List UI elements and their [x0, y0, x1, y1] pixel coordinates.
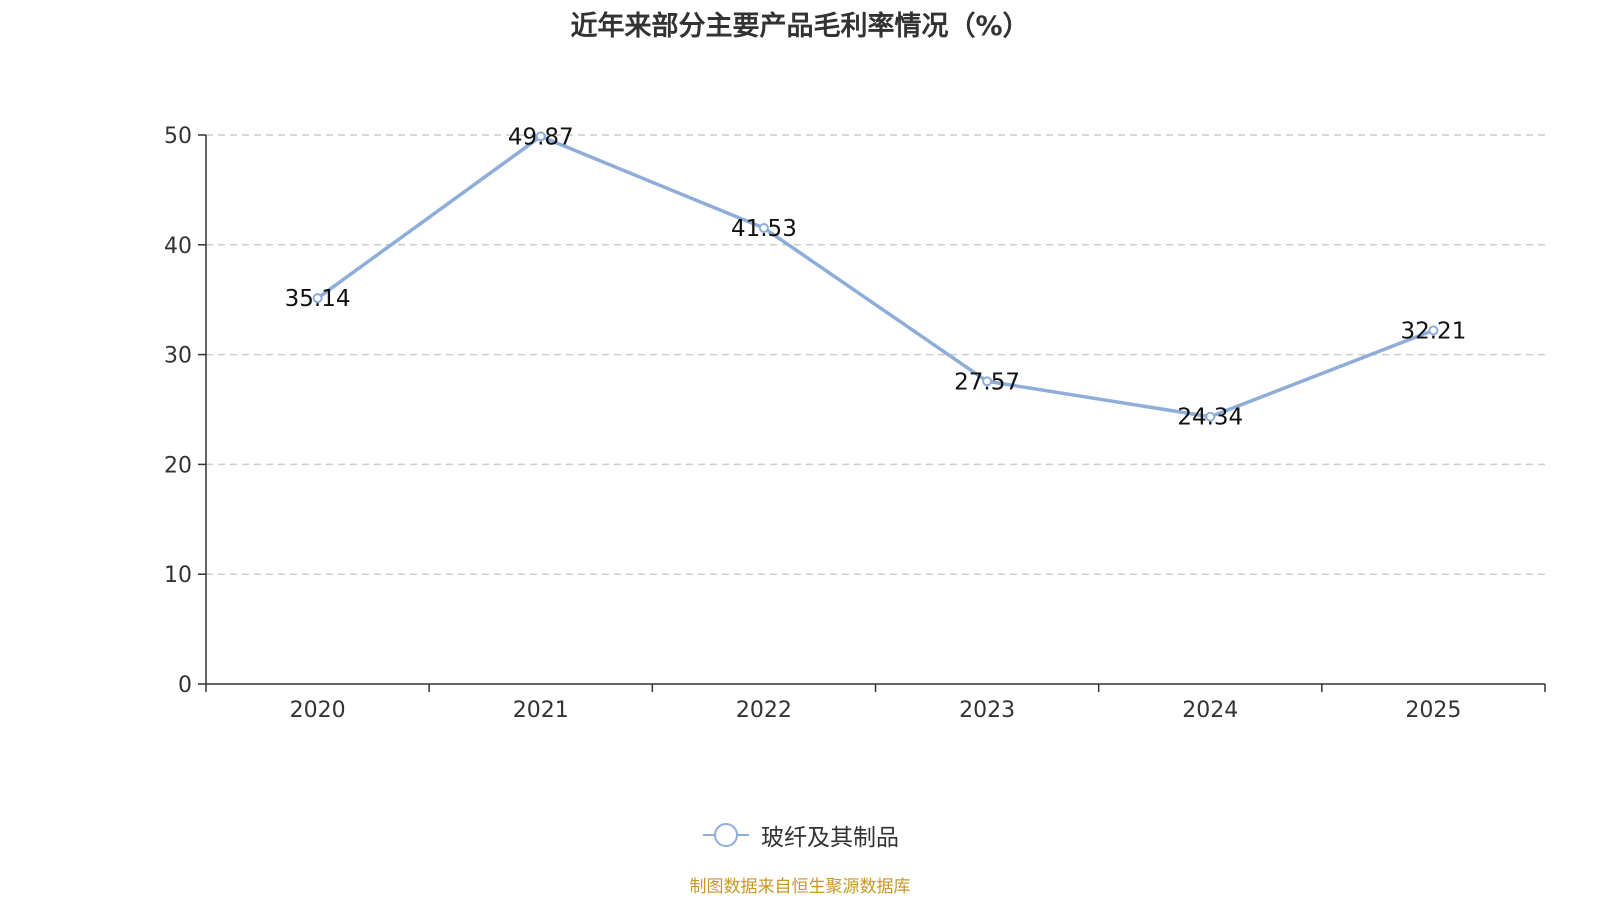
legend-label: 玻纤及其制品 — [761, 825, 899, 851]
data-label: 49.87 — [508, 124, 574, 150]
y-tick-label: 10 — [164, 563, 192, 588]
legend-line-marker-icon — [703, 823, 749, 847]
x-tick-label: 2025 — [1405, 698, 1461, 723]
grid-lines — [206, 134, 1545, 575]
source-note: 制图数据来自恒生聚源数据库 — [689, 877, 911, 897]
series — [312, 131, 1439, 422]
data-label: 41.53 — [731, 216, 797, 242]
axes: 0 10 20 30 40 50 2020 2021 2022 2023 2024 2025 — [164, 124, 1546, 723]
y-tick-label: 20 — [164, 453, 192, 478]
chart-title: 近年来部分主要产品毛利率情况（%） — [570, 11, 1030, 42]
data-label: 24.34 — [1177, 405, 1243, 431]
line-chart: 0 10 20 30 40 50 2020 2021 2022 2023 2024 2025 35.1… — [164, 124, 1546, 723]
data-point — [982, 376, 993, 387]
data-label: 27.57 — [954, 369, 1020, 395]
x-tick-label: 2021 — [513, 698, 569, 723]
x-tick-label: 2024 — [1182, 698, 1238, 723]
series-line-0 — [316, 134, 1435, 419]
data-point — [758, 223, 769, 234]
x-tick-label: 2023 — [959, 698, 1015, 723]
legend[interactable]: 玻纤及其制品 — [0, 818, 1600, 852]
data-point — [1428, 325, 1439, 336]
y-tick-label: 40 — [164, 234, 192, 259]
y-tick-label: 30 — [164, 344, 192, 369]
x-tick-label: 2020 — [290, 698, 346, 723]
data-label: 35.14 — [285, 286, 351, 312]
data-point — [312, 293, 323, 304]
x-tick-label: 2022 — [736, 698, 792, 723]
data-labels: 35.14 49.87 41.53 27.57 24.34 32.21 — [285, 124, 1467, 430]
y-tick-label: 50 — [164, 124, 192, 149]
y-tick-label: 0 — [178, 673, 192, 698]
data-point — [535, 131, 546, 142]
data-point — [1205, 411, 1216, 422]
data-label: 32.21 — [1400, 318, 1466, 344]
